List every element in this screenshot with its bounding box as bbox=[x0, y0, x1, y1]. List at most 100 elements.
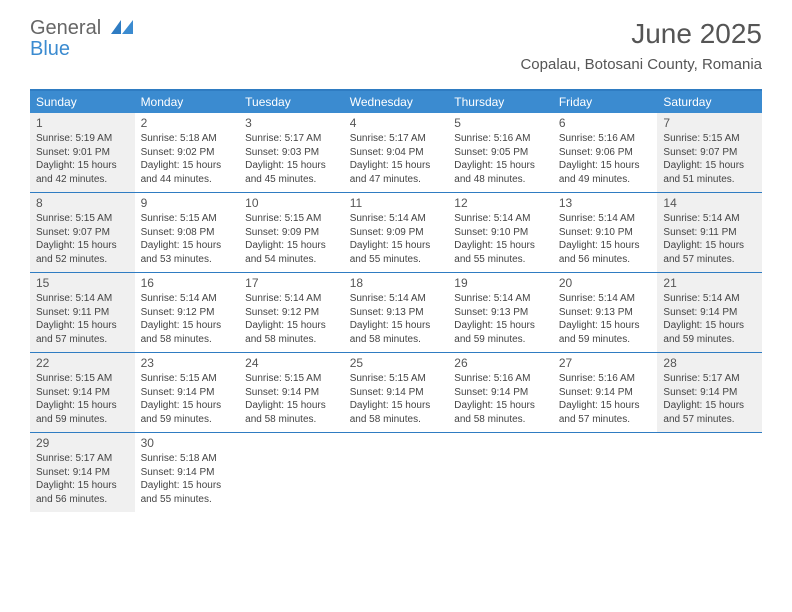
day-sunset: Sunset: 9:11 PM bbox=[663, 226, 756, 240]
day-day1: Daylight: 15 hours bbox=[559, 399, 652, 413]
day-cell: 27Sunrise: 5:16 AMSunset: 9:14 PMDayligh… bbox=[553, 353, 658, 432]
day-cell: 3Sunrise: 5:17 AMSunset: 9:03 PMDaylight… bbox=[239, 113, 344, 192]
flag-icon bbox=[111, 17, 133, 39]
day-sunrise: Sunrise: 5:14 AM bbox=[663, 292, 756, 306]
day-cell: 29Sunrise: 5:17 AMSunset: 9:14 PMDayligh… bbox=[30, 433, 135, 512]
day-sunrise: Sunrise: 5:17 AM bbox=[350, 132, 443, 146]
day-day1: Daylight: 15 hours bbox=[559, 239, 652, 253]
day-sunset: Sunset: 9:14 PM bbox=[663, 306, 756, 320]
day-cell: 15Sunrise: 5:14 AMSunset: 9:11 PMDayligh… bbox=[30, 273, 135, 352]
week-row: 29Sunrise: 5:17 AMSunset: 9:14 PMDayligh… bbox=[30, 433, 762, 512]
day-number: 11 bbox=[350, 196, 443, 210]
day-sunrise: Sunrise: 5:16 AM bbox=[454, 372, 547, 386]
day-number: 17 bbox=[245, 276, 338, 290]
day-cell: 25Sunrise: 5:15 AMSunset: 9:14 PMDayligh… bbox=[344, 353, 449, 432]
day-sunset: Sunset: 9:13 PM bbox=[350, 306, 443, 320]
day-sunrise: Sunrise: 5:14 AM bbox=[245, 292, 338, 306]
day-sunrise: Sunrise: 5:14 AM bbox=[559, 212, 652, 226]
day-day1: Daylight: 15 hours bbox=[36, 239, 129, 253]
day-number: 3 bbox=[245, 116, 338, 130]
day-day1: Daylight: 15 hours bbox=[663, 399, 756, 413]
day-number: 10 bbox=[245, 196, 338, 210]
day-day1: Daylight: 15 hours bbox=[559, 159, 652, 173]
day-cell: 12Sunrise: 5:14 AMSunset: 9:10 PMDayligh… bbox=[448, 193, 553, 272]
day-sunset: Sunset: 9:03 PM bbox=[245, 146, 338, 160]
day-sunset: Sunset: 9:14 PM bbox=[141, 466, 234, 480]
day-day2: and 59 minutes. bbox=[663, 333, 756, 347]
day-day2: and 48 minutes. bbox=[454, 173, 547, 187]
day-sunset: Sunset: 9:14 PM bbox=[454, 386, 547, 400]
day-number: 14 bbox=[663, 196, 756, 210]
day-day1: Daylight: 15 hours bbox=[245, 239, 338, 253]
day-day2: and 58 minutes. bbox=[245, 413, 338, 427]
day-day2: and 45 minutes. bbox=[245, 173, 338, 187]
day-day2: and 55 minutes. bbox=[350, 253, 443, 267]
day-cell: 17Sunrise: 5:14 AMSunset: 9:12 PMDayligh… bbox=[239, 273, 344, 352]
day-sunrise: Sunrise: 5:16 AM bbox=[559, 372, 652, 386]
day-number: 22 bbox=[36, 356, 129, 370]
day-day1: Daylight: 15 hours bbox=[245, 399, 338, 413]
day-sunset: Sunset: 9:13 PM bbox=[454, 306, 547, 320]
day-cell bbox=[448, 433, 553, 512]
day-sunrise: Sunrise: 5:15 AM bbox=[141, 212, 234, 226]
day-day1: Daylight: 15 hours bbox=[36, 399, 129, 413]
day-number: 8 bbox=[36, 196, 129, 210]
day-day1: Daylight: 15 hours bbox=[36, 319, 129, 333]
day-cell: 5Sunrise: 5:16 AMSunset: 9:05 PMDaylight… bbox=[448, 113, 553, 192]
day-sunset: Sunset: 9:08 PM bbox=[141, 226, 234, 240]
day-sunrise: Sunrise: 5:14 AM bbox=[454, 292, 547, 306]
day-day2: and 51 minutes. bbox=[663, 173, 756, 187]
day-day1: Daylight: 15 hours bbox=[141, 319, 234, 333]
header: General Blue June 2025 Copalau, Botosani… bbox=[0, 0, 792, 81]
day-number: 27 bbox=[559, 356, 652, 370]
day-sunrise: Sunrise: 5:17 AM bbox=[245, 132, 338, 146]
day-day2: and 58 minutes. bbox=[350, 333, 443, 347]
day-cell: 21Sunrise: 5:14 AMSunset: 9:14 PMDayligh… bbox=[657, 273, 762, 352]
calendar: SundayMondayTuesdayWednesdayThursdayFrid… bbox=[30, 89, 762, 512]
day-cell: 4Sunrise: 5:17 AMSunset: 9:04 PMDaylight… bbox=[344, 113, 449, 192]
day-day2: and 55 minutes. bbox=[454, 253, 547, 267]
day-day2: and 53 minutes. bbox=[141, 253, 234, 267]
day-sunrise: Sunrise: 5:16 AM bbox=[559, 132, 652, 146]
day-sunrise: Sunrise: 5:16 AM bbox=[454, 132, 547, 146]
day-number: 28 bbox=[663, 356, 756, 370]
weeks-container: 1Sunrise: 5:19 AMSunset: 9:01 PMDaylight… bbox=[30, 113, 762, 512]
day-sunset: Sunset: 9:14 PM bbox=[663, 386, 756, 400]
dow-header: Sunday bbox=[30, 91, 135, 113]
day-day2: and 59 minutes. bbox=[141, 413, 234, 427]
dow-header: Saturday bbox=[657, 91, 762, 113]
day-number: 5 bbox=[454, 116, 547, 130]
day-day2: and 58 minutes. bbox=[454, 413, 547, 427]
title-block: June 2025 Copalau, Botosani County, Roma… bbox=[520, 18, 762, 73]
day-sunset: Sunset: 9:06 PM bbox=[559, 146, 652, 160]
day-number: 16 bbox=[141, 276, 234, 290]
day-cell: 8Sunrise: 5:15 AMSunset: 9:07 PMDaylight… bbox=[30, 193, 135, 272]
day-sunset: Sunset: 9:01 PM bbox=[36, 146, 129, 160]
day-sunset: Sunset: 9:14 PM bbox=[350, 386, 443, 400]
day-day1: Daylight: 15 hours bbox=[141, 159, 234, 173]
day-sunset: Sunset: 9:07 PM bbox=[663, 146, 756, 160]
day-cell: 13Sunrise: 5:14 AMSunset: 9:10 PMDayligh… bbox=[553, 193, 658, 272]
day-cell: 10Sunrise: 5:15 AMSunset: 9:09 PMDayligh… bbox=[239, 193, 344, 272]
day-sunrise: Sunrise: 5:18 AM bbox=[141, 132, 234, 146]
logo-word-general: General bbox=[30, 17, 101, 39]
day-number: 1 bbox=[36, 116, 129, 130]
day-cell: 2Sunrise: 5:18 AMSunset: 9:02 PMDaylight… bbox=[135, 113, 240, 192]
day-day1: Daylight: 15 hours bbox=[141, 399, 234, 413]
day-number: 26 bbox=[454, 356, 547, 370]
day-cell bbox=[657, 433, 762, 512]
day-day1: Daylight: 15 hours bbox=[350, 239, 443, 253]
day-day2: and 55 minutes. bbox=[141, 493, 234, 507]
day-day2: and 44 minutes. bbox=[141, 173, 234, 187]
day-sunrise: Sunrise: 5:15 AM bbox=[141, 372, 234, 386]
day-day1: Daylight: 15 hours bbox=[663, 159, 756, 173]
day-cell: 26Sunrise: 5:16 AMSunset: 9:14 PMDayligh… bbox=[448, 353, 553, 432]
day-sunrise: Sunrise: 5:14 AM bbox=[36, 292, 129, 306]
day-cell: 1Sunrise: 5:19 AMSunset: 9:01 PMDaylight… bbox=[30, 113, 135, 192]
day-cell: 20Sunrise: 5:14 AMSunset: 9:13 PMDayligh… bbox=[553, 273, 658, 352]
day-number: 20 bbox=[559, 276, 652, 290]
day-cell: 23Sunrise: 5:15 AMSunset: 9:14 PMDayligh… bbox=[135, 353, 240, 432]
day-number: 7 bbox=[663, 116, 756, 130]
day-day2: and 52 minutes. bbox=[36, 253, 129, 267]
day-sunrise: Sunrise: 5:14 AM bbox=[559, 292, 652, 306]
